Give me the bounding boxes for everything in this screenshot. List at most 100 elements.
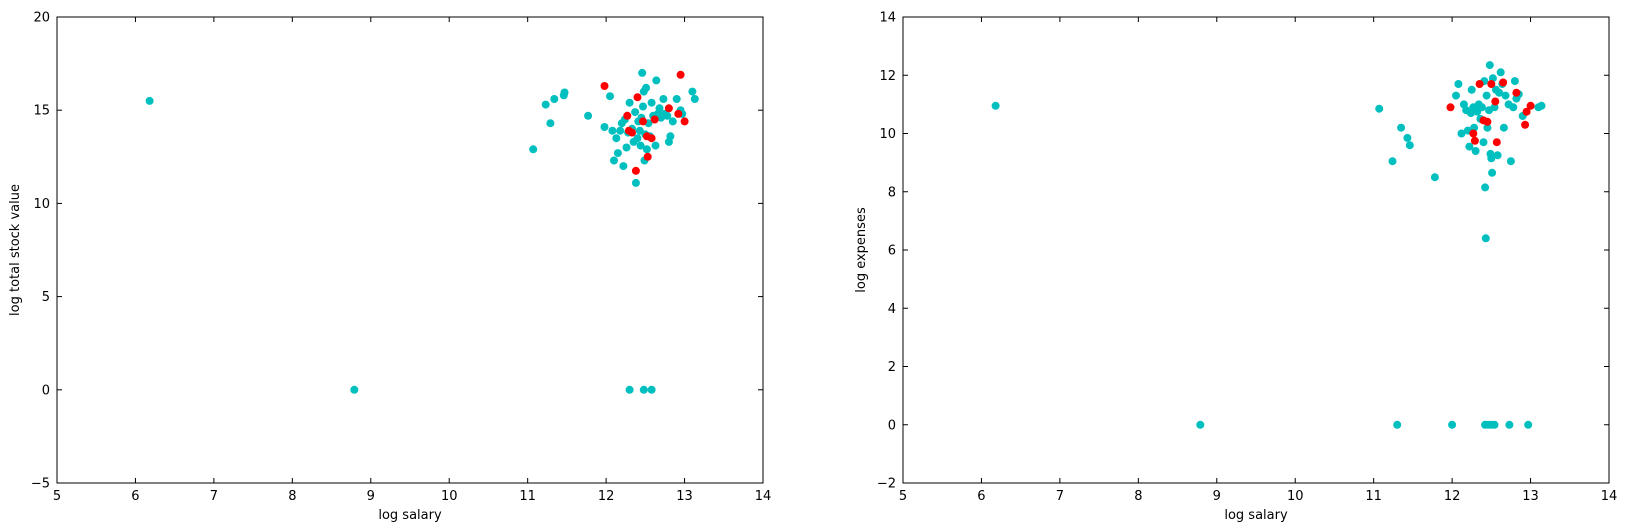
data-point-series0-15 xyxy=(1430,173,1439,182)
y-tick-label: −2 xyxy=(877,477,896,492)
data-point-series0-40 xyxy=(642,145,651,154)
x-tick-label: 14 xyxy=(1601,489,1618,504)
data-point-series1-13 xyxy=(676,70,685,79)
data-point-series0-50 xyxy=(1499,123,1508,132)
data-point-series1-1 xyxy=(1469,129,1478,138)
data-point-series1-8 xyxy=(1492,138,1501,147)
y-tick-label: 0 xyxy=(888,418,896,433)
y-tick-label: 12 xyxy=(879,69,896,84)
y-tick-label: 8 xyxy=(888,185,896,200)
data-point-series0-17 xyxy=(613,149,622,158)
data-point-series0-39 xyxy=(642,83,651,92)
data-point-series0-53 xyxy=(1506,157,1515,166)
data-point-series1-6 xyxy=(1487,80,1496,88)
axes-frame xyxy=(56,16,764,484)
data-point-series0-18 xyxy=(616,126,625,135)
data-point-series0-17 xyxy=(1454,80,1463,88)
x-tick-label: 10 xyxy=(441,489,458,504)
x-tick-label: 6 xyxy=(131,489,139,504)
data-point-series0-28 xyxy=(631,178,640,187)
data-point-series0-18 xyxy=(1457,129,1466,138)
data-point-series1-1 xyxy=(623,111,632,120)
x-tick-label: 11 xyxy=(1365,489,1382,504)
y-tick-label: 15 xyxy=(33,104,50,119)
data-point-series0-8 xyxy=(1505,420,1514,429)
data-point-series0-16 xyxy=(612,134,621,143)
x-tick-label: 11 xyxy=(519,489,536,504)
data-point-series0-56 xyxy=(672,95,681,103)
data-point-series0-60 xyxy=(690,95,699,103)
y-tick-label: 6 xyxy=(888,244,896,259)
data-point-series1-3 xyxy=(1475,80,1484,88)
data-point-series1-13 xyxy=(1526,101,1535,110)
data-point-series0-1 xyxy=(350,385,359,394)
data-point-series0-12 xyxy=(600,123,609,131)
data-point-series0-37 xyxy=(1483,123,1492,132)
data-point-series0-9 xyxy=(1524,420,1533,429)
data-point-series0-60 xyxy=(1537,101,1546,110)
x-tick-label: 8 xyxy=(1134,489,1142,504)
x-tick-label: 7 xyxy=(1056,489,1064,504)
data-point-series0-3 xyxy=(1448,420,1457,429)
data-point-series1-9 xyxy=(647,134,656,143)
data-point-series0-4 xyxy=(647,385,656,394)
data-point-series0-55 xyxy=(668,117,677,126)
y-tick-label: 2 xyxy=(888,360,896,375)
data-point-series0-6 xyxy=(541,100,550,109)
y-axis-label: log expenses xyxy=(854,207,869,293)
data-point-series0-5 xyxy=(529,145,538,154)
y-axis-label: log total stock value xyxy=(8,184,23,316)
x-axis-label: log salary xyxy=(378,508,442,523)
data-point-series0-45 xyxy=(651,141,660,150)
x-tick-label: 5 xyxy=(899,489,907,504)
data-point-series1-5 xyxy=(1483,117,1492,126)
y-tick-label: 4 xyxy=(888,302,896,317)
y-tick-label: 0 xyxy=(42,383,50,398)
data-point-series0-54 xyxy=(666,132,675,141)
data-point-series1-12 xyxy=(1522,107,1531,116)
data-point-series0-11 xyxy=(584,111,593,120)
data-point-series1-11 xyxy=(664,104,673,113)
data-point-series0-12 xyxy=(1397,123,1406,132)
data-point-series0-46 xyxy=(652,76,661,85)
x-tick-label: 9 xyxy=(367,489,375,504)
y-tick-label: 10 xyxy=(879,127,896,142)
data-point-series0-13 xyxy=(1403,133,1412,142)
data-point-series0-54 xyxy=(1509,103,1518,112)
data-point-series0-13 xyxy=(606,92,614,101)
x-tick-label: 13 xyxy=(676,489,693,504)
scatter-plot-salary-vs-expenses: 5 6 7 8 9 10 11 12 13 14 −2 0 2 4 6 8 10 12 14 log salary lo… xyxy=(854,11,1617,524)
data-point-series0-32 xyxy=(1479,138,1488,147)
data-point-series0-31 xyxy=(1477,103,1486,112)
y-tick-label: 5 xyxy=(42,290,50,305)
data-point-series0-32 xyxy=(636,141,645,150)
data-point-series1-2 xyxy=(1470,136,1479,145)
data-point-series0-35 xyxy=(1481,234,1490,243)
x-tick-label: 12 xyxy=(1444,489,1461,504)
y-tick-label: 10 xyxy=(33,197,50,212)
data-point-series0-7 xyxy=(1490,420,1499,429)
data-point-series1-8 xyxy=(643,152,652,161)
data-point-series0-10 xyxy=(1375,104,1384,113)
data-point-series0-15 xyxy=(610,156,618,165)
data-point-series0-39 xyxy=(1485,61,1494,70)
data-point-series0-52 xyxy=(663,111,672,120)
data-point-series1-10 xyxy=(650,115,659,124)
data-point-series1-0 xyxy=(1446,103,1455,112)
data-point-series0-1 xyxy=(1196,420,1205,429)
data-point-series1-5 xyxy=(633,93,642,102)
data-point-series1-10 xyxy=(1512,88,1521,97)
data-point-series1-6 xyxy=(639,117,647,126)
data-point-series1-11 xyxy=(1521,120,1530,129)
x-tick-label: 8 xyxy=(288,489,296,504)
data-point-series0-50 xyxy=(659,95,668,103)
data-point-series0-24 xyxy=(1467,85,1476,94)
data-point-series0-0 xyxy=(145,96,154,105)
data-point-series0-35 xyxy=(639,102,647,111)
y-tick-label: 14 xyxy=(879,11,896,26)
x-tick-label: 6 xyxy=(977,489,985,504)
data-point-series0-2 xyxy=(1393,420,1402,429)
data-point-series0-11 xyxy=(1388,157,1397,166)
data-point-series0-34 xyxy=(638,68,647,77)
data-point-series0-59 xyxy=(688,87,697,96)
